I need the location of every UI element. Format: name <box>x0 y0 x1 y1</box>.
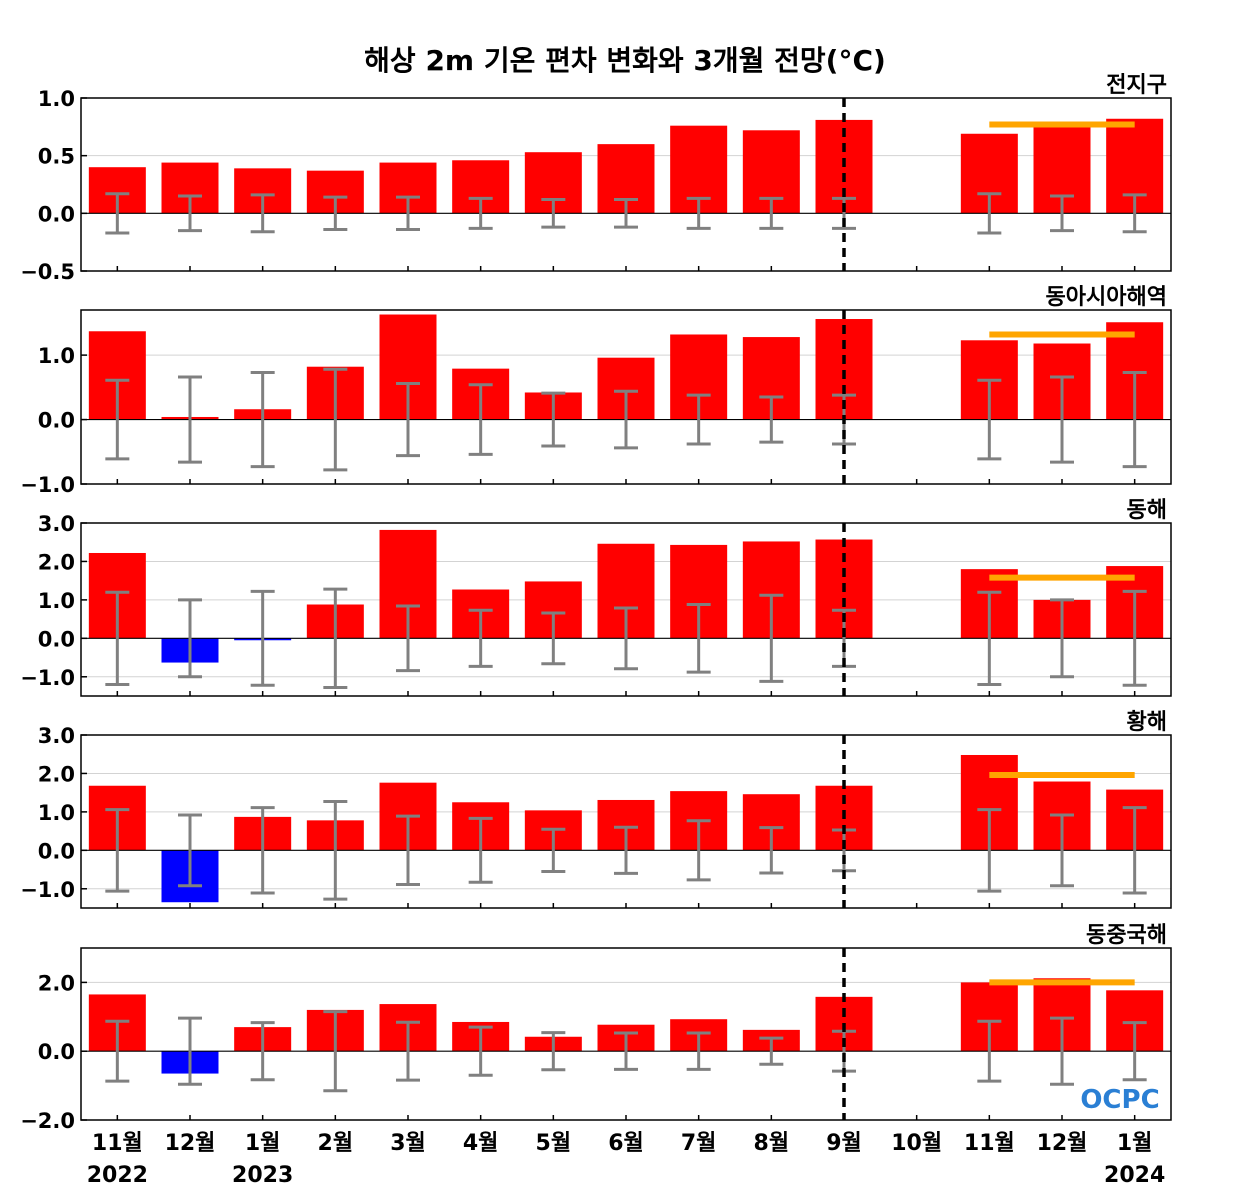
y-tick-label: 2.0 <box>38 971 75 995</box>
x-tick-label: 6월 <box>608 1131 644 1156</box>
x-tick-label: 1월 <box>1117 1131 1153 1156</box>
x-tick-label: 12월 <box>1037 1131 1088 1156</box>
x-tick-label: 1월 <box>245 1131 281 1156</box>
panel-region-label: 동아시아해역 <box>1046 285 1167 310</box>
panel-plot-area <box>81 523 1171 696</box>
x-tick-label: 9월 <box>826 1131 862 1156</box>
y-tick-label: 3.0 <box>38 512 75 536</box>
panel-plot-area <box>81 948 1171 1120</box>
y-tick-label: 2.0 <box>38 550 75 574</box>
x-year-label: 2024 <box>1104 1163 1165 1188</box>
chart-panels: −0.5 0.0 0.5 1.0 전지구 −1.0 0.0 1.0 동아시아해역 −1.0 0.0 1… <box>20 73 1172 1133</box>
panel-3: −1.0 0.0 1.0 2.0 3.0 황해 <box>20 710 1172 909</box>
y-tick-label: 1.0 <box>38 801 75 825</box>
x-tick-label: 11월 <box>92 1131 143 1156</box>
y-tick-label: −1.0 <box>20 666 75 690</box>
panel-1: −1.0 0.0 1.0 동아시아해역 <box>20 285 1172 497</box>
y-tick-label: 0.0 <box>38 627 75 651</box>
y-tick-label: 1.0 <box>38 87 75 111</box>
panel-2: −1.0 0.0 1.0 2.0 3.0 동해 <box>20 498 1172 697</box>
x-tick-label: 10월 <box>891 1131 942 1156</box>
x-tick-label: 7월 <box>681 1131 717 1156</box>
panel-4: −2.0 0.0 2.0 동중국해 <box>20 923 1172 1133</box>
x-tick-label: 8월 <box>754 1131 790 1156</box>
x-year-label: 2023 <box>232 1163 293 1188</box>
y-tick-label: 0.5 <box>38 145 75 169</box>
panel-plot-area <box>81 735 1171 908</box>
panel-region-label: 황해 <box>1127 710 1167 735</box>
y-tick-label: 1.0 <box>38 589 75 613</box>
x-axis-labels: 11월 12월 1월 2월 3월 4월 5월 6월 7월 8월 9월 10월 11월 12월 1월 2022 2… <box>87 1131 1166 1188</box>
y-tick-label: 3.0 <box>38 724 75 748</box>
y-tick-label: −0.5 <box>20 260 75 284</box>
x-tick-label: 4월 <box>463 1131 499 1156</box>
y-tick-label: 1.0 <box>38 344 75 368</box>
panel-plot-area <box>81 310 1171 484</box>
y-tick-label: 0.0 <box>38 839 75 863</box>
panel-plot-area <box>81 98 1171 271</box>
panel-0: −0.5 0.0 0.5 1.0 전지구 <box>20 73 1172 284</box>
x-tick-label: 5월 <box>536 1131 572 1156</box>
panel-region-label: 전지구 <box>1106 73 1167 98</box>
x-tick-label: 3월 <box>390 1131 426 1156</box>
panel-region-label: 동중국해 <box>1086 923 1167 948</box>
x-tick-label: 12월 <box>165 1131 216 1156</box>
x-tick-label: 2월 <box>318 1131 354 1156</box>
x-year-label: 2022 <box>87 1163 148 1188</box>
y-tick-label: 0.0 <box>38 1040 75 1064</box>
y-tick-label: −2.0 <box>20 1109 75 1133</box>
y-tick-label: 0.0 <box>38 202 75 226</box>
y-tick-label: 2.0 <box>38 762 75 786</box>
chart-title: 해상 2m 기온 편차 변화와 3개월 전망(°C) <box>364 44 886 77</box>
ocpc-logo: OCPC <box>1080 1085 1159 1115</box>
y-tick-label: −1.0 <box>20 878 75 902</box>
x-tick-label: 11월 <box>964 1131 1015 1156</box>
panel-region-label: 동해 <box>1127 498 1167 523</box>
y-tick-label: 0.0 <box>38 409 75 433</box>
y-tick-label: −1.0 <box>20 473 75 497</box>
